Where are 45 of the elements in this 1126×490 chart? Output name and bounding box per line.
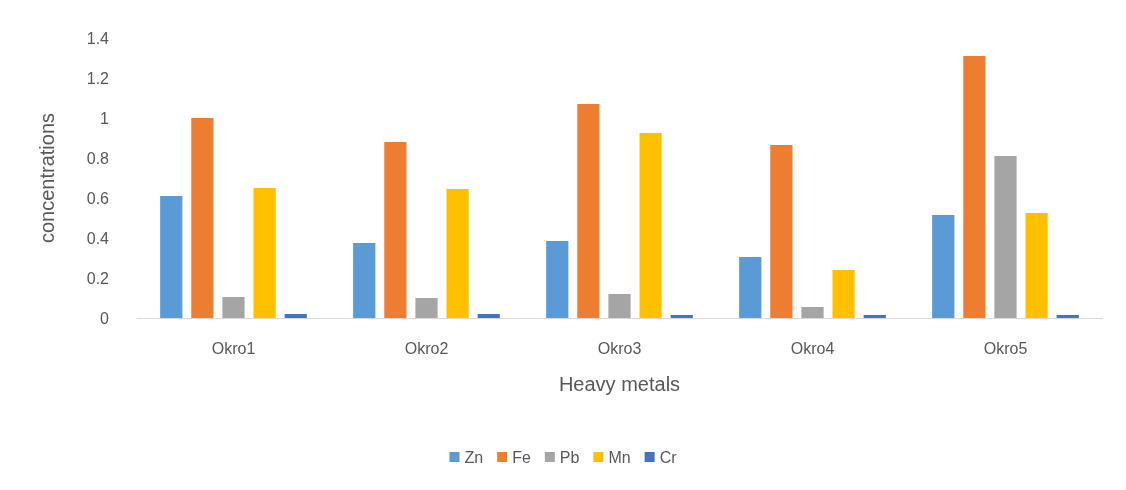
x-axis-title: Heavy metals [558,373,681,395]
bar [546,241,569,318]
bar [253,188,276,318]
legend-label: Zn [464,448,484,466]
bar [963,56,986,318]
bar [863,315,886,318]
bar [577,104,600,318]
y-tick-label: 0.6 [86,189,110,207]
legend-label: Fe [512,448,531,466]
x-tick-label: Okro3 [597,339,642,357]
bar [739,257,762,318]
y-tick-label: 1 [100,109,110,127]
bar [1056,315,1079,318]
bar [801,307,824,318]
y-tick-label: 1.2 [86,69,110,87]
bar [191,118,214,318]
bar [222,297,245,318]
bar [353,243,376,318]
bar [160,196,183,318]
bar [770,145,793,318]
y-tick-label: 0.8 [86,149,110,167]
bar [639,133,662,318]
legend-label: Mn [608,448,631,466]
bar [832,270,855,318]
bar [670,315,693,318]
bar [932,215,955,318]
x-tick-label: Okro1 [211,339,256,357]
y-tick-label: 0.2 [86,269,110,287]
legend-label: Cr [659,448,678,466]
bar [608,294,631,318]
x-tick-label: Okro5 [983,339,1028,357]
bar [1025,213,1048,318]
bar [477,314,500,318]
y-tick-label: 0 [100,309,110,327]
x-tick-label: Okro4 [790,339,835,357]
y-axis-title: concentrations [36,112,58,244]
bar [284,314,307,318]
y-tick-label: 1.4 [86,29,110,47]
y-tick-label: 0.4 [86,229,110,247]
bar [415,298,438,318]
bar [384,142,407,318]
bar [446,189,469,318]
legend-label: Pb [559,448,580,466]
x-tick-label: Okro2 [404,339,449,357]
bar [994,156,1017,318]
